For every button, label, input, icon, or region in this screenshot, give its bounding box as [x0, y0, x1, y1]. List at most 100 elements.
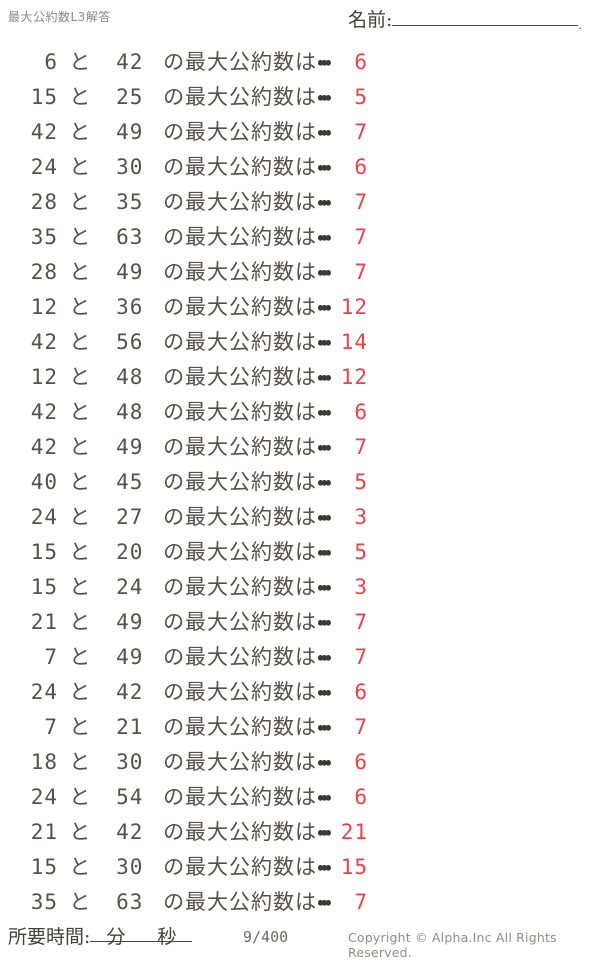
- problem-row: 42 と 49 の最大公約数は ・・・ 7: [0, 430, 600, 465]
- problem-row: 18 と 30 の最大公約数は ・・・ 6: [0, 745, 600, 780]
- operand-b: 21: [116, 715, 144, 739]
- answer-value: 7: [354, 120, 368, 144]
- operand-b: 42: [116, 820, 144, 844]
- operand-b: 20: [116, 540, 144, 564]
- answer-value: 7: [354, 190, 368, 214]
- name-underline[interactable]: [392, 8, 579, 26]
- question-phrase: の最大公約数は: [163, 400, 318, 424]
- and-separator: と: [69, 365, 91, 389]
- operand-a: 15: [30, 575, 58, 599]
- operand-a: 15: [30, 85, 58, 109]
- problem-row: 15 と 25 の最大公約数は ・・・ 5: [0, 80, 600, 115]
- problem-row: 42 と 48 の最大公約数は ・・・ 6: [0, 395, 600, 430]
- and-separator: と: [69, 610, 91, 634]
- operand-b: 49: [116, 610, 144, 634]
- question-phrase: の最大公約数は: [163, 855, 318, 879]
- question-phrase: の最大公約数は: [163, 470, 318, 494]
- operand-a: 28: [30, 190, 58, 214]
- operand-b: 54: [116, 785, 144, 809]
- operand-b: 63: [116, 225, 144, 249]
- operand-b: 49: [116, 645, 144, 669]
- answer-value: 21: [340, 820, 368, 844]
- answer-value: 6: [354, 680, 368, 704]
- and-separator: と: [69, 120, 91, 144]
- problem-row: 42 と 56 の最大公約数は ・・・ 14: [0, 325, 600, 360]
- operand-b: 30: [116, 155, 144, 179]
- question-phrase: の最大公約数は: [163, 715, 318, 739]
- operand-a: 12: [30, 365, 58, 389]
- operand-b: 27: [116, 505, 144, 529]
- problem-row: 6 と 42 の最大公約数は ・・・ 6: [0, 45, 600, 80]
- operand-a: 35: [30, 225, 58, 249]
- time-field: 所要時間: 分秒: [8, 922, 193, 949]
- question-phrase: の最大公約数は: [163, 645, 318, 669]
- problem-row: 15 と 30 の最大公約数は ・・・ 15: [0, 850, 600, 885]
- name-field: 名前:.: [348, 5, 582, 32]
- problem-row: 28 と 49 の最大公約数は ・・・ 7: [0, 255, 600, 290]
- problem-row: 42 と 49 の最大公約数は ・・・ 7: [0, 115, 600, 150]
- and-separator: と: [69, 435, 91, 459]
- operand-a: 35: [30, 890, 58, 914]
- and-separator: と: [69, 190, 91, 214]
- and-separator: と: [69, 260, 91, 284]
- and-separator: と: [69, 785, 91, 809]
- answer-value: 5: [354, 85, 368, 109]
- operand-b: 63: [116, 890, 144, 914]
- and-separator: と: [69, 540, 91, 564]
- answer-value: 7: [354, 715, 368, 739]
- operand-b: 49: [116, 120, 144, 144]
- and-separator: と: [69, 855, 91, 879]
- answer-value: 12: [340, 365, 368, 389]
- document-title: 最大公約数L3解答: [8, 10, 111, 24]
- question-phrase: の最大公約数は: [163, 120, 318, 144]
- operand-a: 24: [30, 155, 58, 179]
- question-phrase: の最大公約数は: [163, 85, 318, 109]
- operand-a: 42: [30, 435, 58, 459]
- and-separator: と: [69, 50, 91, 74]
- operand-a: 7: [44, 715, 58, 739]
- answer-value: 14: [340, 330, 368, 354]
- and-separator: と: [69, 750, 91, 774]
- problem-row: 7 と 21 の最大公約数は ・・・ 7: [0, 710, 600, 745]
- time-underline[interactable]: 分秒: [90, 922, 193, 948]
- question-phrase: の最大公約数は: [163, 190, 318, 214]
- and-separator: と: [69, 225, 91, 249]
- operand-a: 42: [30, 400, 58, 424]
- minutes-label: 分: [106, 926, 126, 948]
- question-phrase: の最大公約数は: [163, 575, 318, 599]
- operand-a: 12: [30, 295, 58, 319]
- and-separator: と: [69, 295, 91, 319]
- problem-row: 21 と 42 の最大公約数は ・・・ 21: [0, 815, 600, 850]
- question-phrase: の最大公約数は: [163, 295, 318, 319]
- operand-a: 7: [44, 645, 58, 669]
- operand-b: 42: [116, 680, 144, 704]
- answer-value: 6: [354, 400, 368, 424]
- question-phrase: の最大公約数は: [163, 820, 318, 844]
- and-separator: と: [69, 155, 91, 179]
- operand-b: 49: [116, 435, 144, 459]
- question-phrase: の最大公約数は: [163, 330, 318, 354]
- answer-value: 6: [354, 750, 368, 774]
- operand-a: 15: [30, 855, 58, 879]
- operand-a: 21: [30, 610, 58, 634]
- question-phrase: の最大公約数は: [163, 155, 318, 179]
- answer-value: 7: [354, 225, 368, 249]
- problem-row: 15 と 24 の最大公約数は ・・・ 3: [0, 570, 600, 605]
- answer-value: 5: [354, 470, 368, 494]
- answer-value: 7: [354, 645, 368, 669]
- problem-row: 24 と 42 の最大公約数は ・・・ 6: [0, 675, 600, 710]
- operand-b: 25: [116, 85, 144, 109]
- and-separator: と: [69, 715, 91, 739]
- answer-value: 6: [354, 50, 368, 74]
- question-phrase: の最大公約数は: [163, 540, 318, 564]
- operand-b: 48: [116, 365, 144, 389]
- operand-b: 30: [116, 750, 144, 774]
- problem-row: 35 と 63 の最大公約数は ・・・ 7: [0, 885, 600, 920]
- question-phrase: の最大公約数は: [163, 610, 318, 634]
- and-separator: と: [69, 470, 91, 494]
- answer-value: 3: [354, 505, 368, 529]
- question-phrase: の最大公約数は: [163, 365, 318, 389]
- and-separator: と: [69, 330, 91, 354]
- operand-a: 15: [30, 540, 58, 564]
- operand-a: 28: [30, 260, 58, 284]
